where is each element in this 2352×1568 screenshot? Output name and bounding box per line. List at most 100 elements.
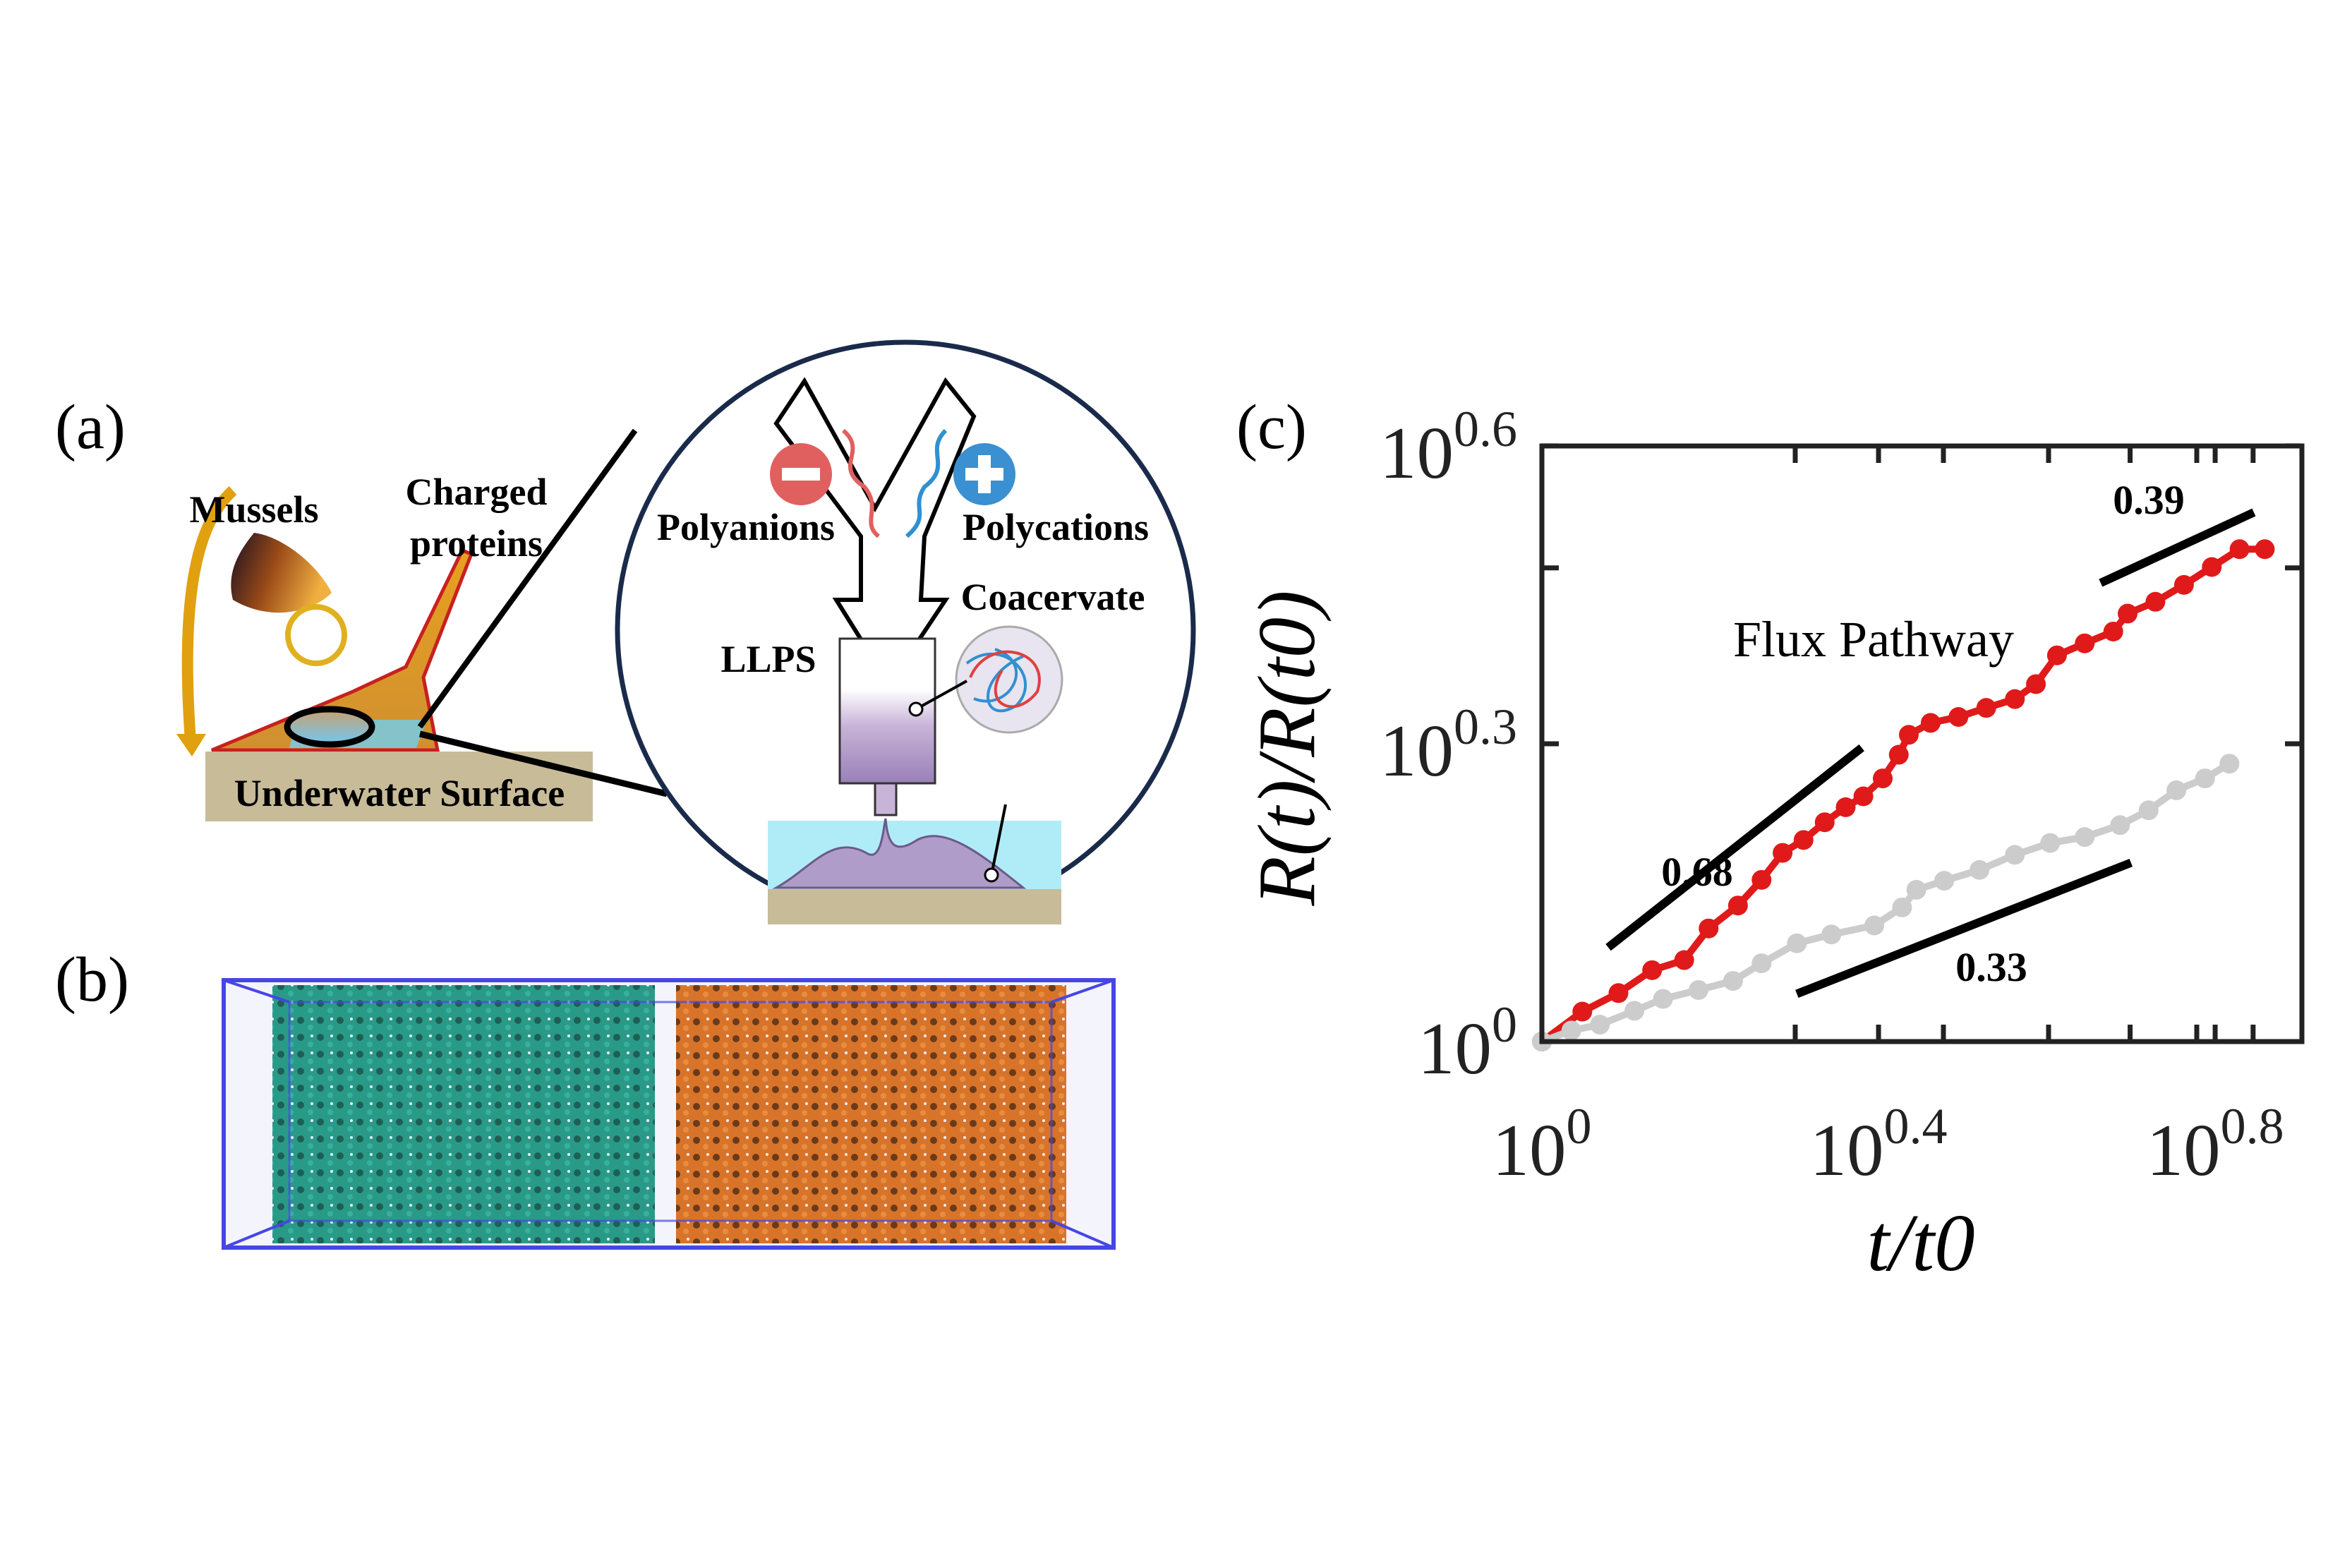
series-1-line (1540, 760, 2231, 1045)
series-0-point (2046, 645, 2067, 665)
y-tick-label: 100.3 (1380, 699, 1517, 792)
series-1-point (2040, 833, 2061, 853)
charged-label-line2: proteins (410, 522, 543, 565)
series-1-point (2138, 800, 2159, 821)
series-1-point (1723, 971, 1743, 991)
series-1-point (2110, 815, 2130, 836)
polycation-phase (272, 985, 655, 1243)
series-0-point (1699, 918, 1719, 939)
x-tick-label: 100 (1492, 1098, 1592, 1191)
series-1-point (1970, 860, 1990, 880)
panel-b-label: (b) (55, 945, 129, 1015)
polyanion-chain-icon (841, 428, 881, 538)
nozzle-icon (874, 782, 898, 816)
reference-slope-label: 0.39 (2113, 477, 2185, 523)
y-axis-label: R(t)/R(t0) (1242, 590, 1332, 906)
polycation-chain-icon (905, 428, 948, 538)
panel-c: (c) 0.68 0.33 0.39 Flux Pathway 100 100.4 100.… (1236, 392, 2305, 1288)
series-1-point (1590, 1015, 1610, 1035)
panel-a: (a) Underwater Surface Mussels Charged p… (55, 339, 1196, 924)
mussels-label: Mussels (189, 488, 318, 531)
pointer-dot (984, 867, 999, 883)
polycations-label: Polycations (963, 506, 1149, 548)
series-1-point (1821, 924, 1842, 945)
llps-label: LLPS (720, 638, 816, 680)
zoom-line-bottom (418, 730, 668, 797)
series-0-point (1888, 744, 1909, 765)
charged-label-line1: Charged (406, 471, 548, 513)
series-0-point (1920, 713, 1941, 733)
x-tick-label: 100.4 (1810, 1098, 1948, 1191)
x-axis-label: t/t0 (1866, 1198, 1974, 1288)
panel-a-label: (a) (55, 392, 126, 462)
series-1-point (2075, 827, 2095, 848)
simulation-box-back (288, 1001, 1053, 1222)
plot-frame (1539, 443, 2305, 1044)
surface-label: Underwater Surface (234, 772, 565, 814)
series-0-point (1773, 843, 1793, 863)
annotation-flux-pathway: Flux Pathway (1733, 611, 2014, 668)
mussel-shell-icon (231, 533, 332, 613)
x-tick-label: 100.8 (2147, 1098, 2284, 1191)
y-tick-label: 100 (1418, 996, 1517, 1090)
series-1-point (2166, 780, 2187, 800)
coacervate-sphere-icon (955, 625, 1063, 734)
coacervate-chains-red (969, 650, 1041, 708)
series-0-point (2103, 621, 2123, 641)
pointer-arrow-2 (990, 804, 1007, 876)
series-1-point (1906, 879, 1926, 900)
series-0-point (2026, 674, 2046, 694)
reference-line-0.68 (1605, 744, 1864, 951)
reference-slope-label: 0.68 (1661, 849, 1733, 895)
series-1-point (1561, 1020, 1581, 1041)
series-0-point (1572, 1001, 1593, 1022)
series-1-point (1892, 897, 1912, 917)
curved-arrow-icon (181, 486, 237, 742)
polyanion-phase (676, 985, 1066, 1243)
substrate-box (768, 889, 1061, 924)
reference-slope-label: 0.33 (1955, 944, 2027, 990)
reference-line-0.33 (1795, 858, 2133, 998)
panel-c-label: (c) (1236, 392, 1307, 462)
series-0-point (1872, 768, 1893, 789)
series-1-point (1934, 871, 1955, 891)
series-1-point (1688, 979, 1708, 1000)
series-0-point (1642, 960, 1663, 980)
series-1-point (1787, 933, 1807, 953)
reference-line-0.39 (2099, 508, 2256, 587)
series-0-point (1853, 786, 1874, 807)
series-0-point (2202, 557, 2222, 577)
series-0-point (2255, 539, 2275, 560)
polyanions-label: Polyanions (657, 506, 835, 548)
series-0-point (1948, 707, 1969, 728)
plus-circle-icon (953, 443, 1015, 505)
series-0-point (1835, 797, 1856, 817)
arrowhead-icon (176, 734, 206, 756)
series-0-point (2145, 591, 2166, 612)
series-0-point (2005, 689, 2025, 709)
series-0-point (2075, 633, 2095, 653)
chart: 0.68 0.33 0.39 Flux Pathway 100 100.4 100.8 100… (1380, 401, 2305, 1191)
series-0-point (1976, 698, 1996, 718)
minus-circle-icon (770, 443, 832, 505)
series-0-point (2118, 603, 2138, 624)
y-tick-label: 100.6 (1380, 401, 1517, 494)
zoom-line-top (417, 428, 638, 729)
series-0-point (1793, 830, 1814, 850)
zoom-oval-icon (284, 706, 375, 748)
series-1-point (1751, 953, 1772, 974)
series-0-point (1608, 983, 1629, 1003)
coacervate-film-icon (772, 818, 1027, 889)
series-0-point (1814, 812, 1835, 833)
series-0-point (2229, 539, 2250, 560)
coacervate-label: Coacervate (961, 576, 1145, 618)
series-0-point (1727, 895, 1748, 916)
series-1-point (2005, 845, 2025, 865)
pointer-dot (908, 701, 924, 717)
series-1-point (1864, 915, 1885, 936)
series-0-point (1898, 725, 1919, 745)
pointer-arrow-1 (915, 680, 967, 711)
simulation-box-frame (222, 978, 1116, 1250)
series-1-point (1653, 989, 1673, 1009)
